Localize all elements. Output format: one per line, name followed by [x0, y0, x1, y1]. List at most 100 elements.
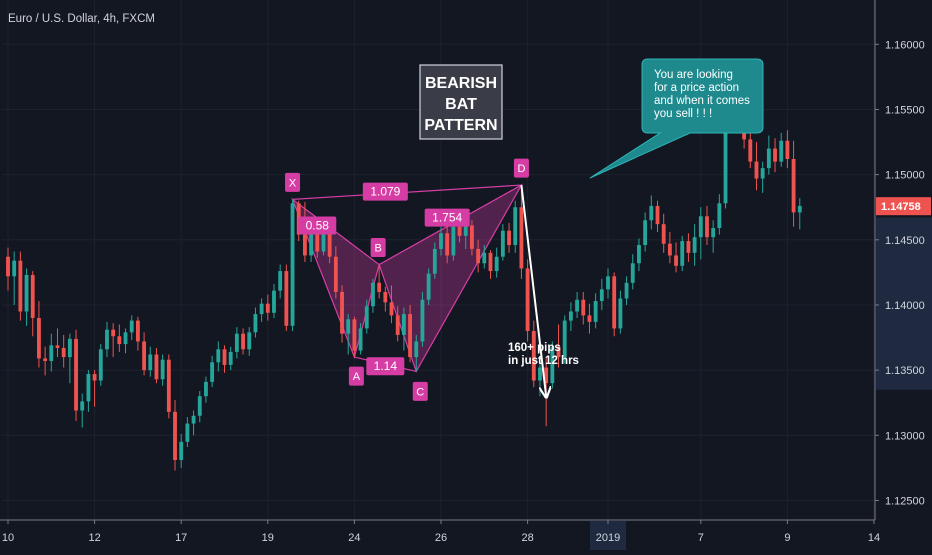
- candle[interactable]: [105, 321, 109, 358]
- candle[interactable]: [253, 307, 258, 338]
- candle[interactable]: [686, 233, 691, 262]
- candle[interactable]: [705, 205, 709, 246]
- candle[interactable]: [340, 285, 344, 343]
- candle[interactable]: [420, 291, 425, 347]
- candle[interactable]: [476, 239, 481, 273]
- candle[interactable]: [61, 334, 66, 368]
- candle[interactable]: [667, 231, 672, 264]
- candle[interactable]: [92, 370, 97, 407]
- candle[interactable]: [711, 220, 716, 253]
- candle[interactable]: [98, 344, 103, 386]
- candle[interactable]: [377, 264, 382, 299]
- candle[interactable]: [661, 213, 666, 253]
- candle[interactable]: [142, 332, 147, 376]
- candle[interactable]: [624, 276, 629, 305]
- candle[interactable]: [494, 247, 499, 278]
- candle[interactable]: [655, 200, 660, 232]
- candle[interactable]: [692, 224, 697, 266]
- candle[interactable]: [513, 200, 518, 253]
- candle[interactable]: [352, 316, 357, 358]
- candle[interactable]: [599, 278, 604, 311]
- candle[interactable]: [49, 333, 54, 372]
- candle[interactable]: [234, 327, 239, 359]
- candle[interactable]: [43, 346, 48, 376]
- candle[interactable]: [791, 140, 796, 227]
- candle[interactable]: [754, 142, 759, 191]
- candle[interactable]: [568, 302, 573, 332]
- candle[interactable]: [637, 238, 641, 272]
- candle[interactable]: [284, 264, 289, 332]
- candle[interactable]: [37, 301, 41, 368]
- candle[interactable]: [179, 433, 184, 468]
- candle[interactable]: [333, 246, 338, 299]
- candle[interactable]: [451, 220, 456, 261]
- candle[interactable]: [197, 390, 202, 423]
- candle[interactable]: [488, 250, 493, 279]
- candle[interactable]: [432, 242, 437, 279]
- candle[interactable]: [575, 291, 580, 318]
- candle[interactable]: [760, 161, 765, 193]
- candle[interactable]: [426, 268, 431, 305]
- candle[interactable]: [525, 259, 530, 342]
- candle[interactable]: [228, 346, 233, 371]
- candle[interactable]: [680, 235, 685, 272]
- candle[interactable]: [779, 132, 784, 167]
- candle[interactable]: [117, 324, 122, 352]
- candle[interactable]: [606, 268, 610, 299]
- candle[interactable]: [166, 354, 171, 419]
- candle[interactable]: [593, 293, 598, 329]
- candle[interactable]: [470, 220, 474, 256]
- candle[interactable]: [618, 290, 623, 334]
- candle[interactable]: [154, 347, 159, 384]
- candle[interactable]: [649, 195, 654, 230]
- candle[interactable]: [241, 328, 245, 355]
- candle[interactable]: [210, 355, 215, 388]
- candle[interactable]: [358, 323, 363, 355]
- candle[interactable]: [129, 315, 134, 341]
- candle[interactable]: [587, 303, 592, 334]
- candle[interactable]: [222, 345, 227, 373]
- candle[interactable]: [55, 328, 60, 358]
- candle[interactable]: [346, 314, 351, 355]
- candle[interactable]: [674, 242, 678, 273]
- candle[interactable]: [160, 354, 165, 386]
- candle[interactable]: [630, 254, 635, 290]
- candle[interactable]: [24, 268, 29, 326]
- candle[interactable]: [290, 199, 295, 332]
- candle[interactable]: [30, 271, 35, 337]
- candle[interactable]: [148, 346, 153, 377]
- candle[interactable]: [216, 341, 221, 372]
- candle[interactable]: [643, 212, 648, 252]
- candle[interactable]: [6, 247, 10, 291]
- candle[interactable]: [445, 224, 450, 264]
- candle[interactable]: [371, 278, 375, 313]
- candle[interactable]: [265, 294, 270, 321]
- candle[interactable]: [74, 329, 78, 421]
- candle[interactable]: [766, 135, 771, 175]
- candle[interactable]: [67, 333, 72, 384]
- candle[interactable]: [507, 222, 511, 253]
- candle[interactable]: [191, 410, 196, 436]
- candle[interactable]: [278, 264, 283, 299]
- candle[interactable]: [797, 198, 802, 230]
- candle[interactable]: [12, 251, 17, 305]
- candle[interactable]: [562, 315, 567, 364]
- candle[interactable]: [439, 226, 443, 256]
- candle[interactable]: [247, 327, 252, 356]
- candle[interactable]: [550, 341, 555, 389]
- candle[interactable]: [401, 307, 406, 351]
- candle[interactable]: [698, 207, 703, 260]
- candle[interactable]: [383, 286, 388, 312]
- candle[interactable]: [581, 291, 586, 325]
- candle[interactable]: [414, 334, 419, 372]
- candle[interactable]: [395, 306, 400, 342]
- candle[interactable]: [135, 316, 140, 351]
- candle[interactable]: [185, 417, 190, 448]
- candle[interactable]: [80, 393, 85, 428]
- candle[interactable]: [173, 400, 177, 471]
- candle[interactable]: [612, 272, 617, 337]
- candle[interactable]: [272, 284, 276, 318]
- candle[interactable]: [556, 324, 561, 368]
